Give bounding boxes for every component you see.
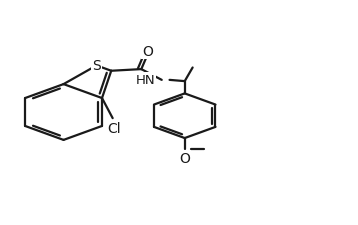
Text: HN: HN bbox=[136, 74, 155, 87]
Text: O: O bbox=[179, 151, 190, 165]
Text: S: S bbox=[92, 59, 101, 73]
Text: O: O bbox=[142, 45, 153, 58]
Text: Cl: Cl bbox=[108, 121, 121, 135]
